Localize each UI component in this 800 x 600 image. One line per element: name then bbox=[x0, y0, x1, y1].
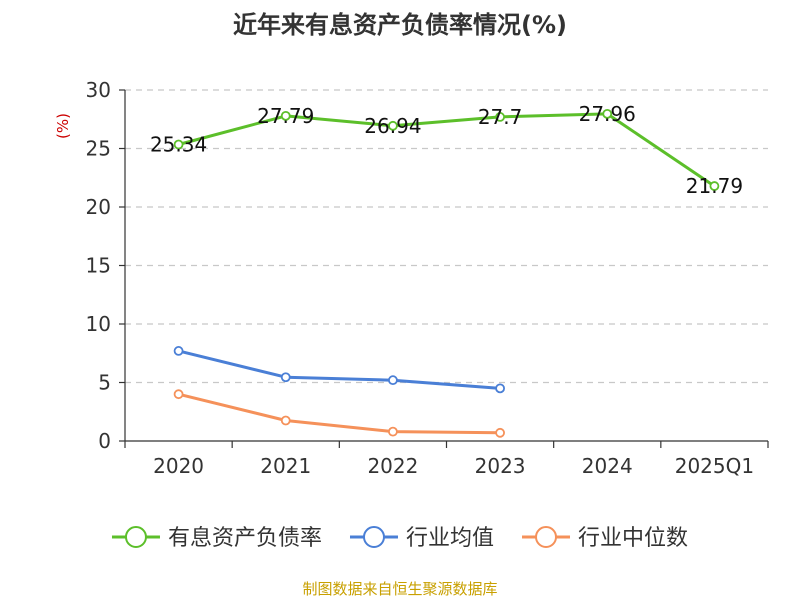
chart-title: 近年来有息资产负债率情况(%) bbox=[233, 11, 567, 39]
y-tick-label: 5 bbox=[98, 371, 111, 395]
x-tick-label: 2020 bbox=[153, 454, 204, 478]
y-tick-label: 25 bbox=[86, 137, 111, 161]
data-point bbox=[602, 108, 613, 119]
legend-marker bbox=[362, 526, 385, 548]
data-point bbox=[173, 389, 184, 400]
data-label: 21.79 bbox=[686, 174, 743, 198]
data-labels: 25.34 27.79 26.94 27.7 27.96 21.79 bbox=[150, 102, 743, 198]
x-tick-label: 2021 bbox=[260, 454, 311, 478]
gridlines bbox=[125, 89, 768, 384]
x-tick-labels: 2020 2021 2022 2023 2024 2025Q1 bbox=[153, 454, 754, 478]
x-tick-label: 2024 bbox=[582, 454, 633, 478]
data-point bbox=[709, 181, 720, 191]
legend-item: 行业均值 bbox=[349, 526, 494, 551]
data-label: 27.7 bbox=[478, 105, 523, 129]
y-tick-label: 20 bbox=[86, 195, 111, 219]
data-point bbox=[280, 110, 291, 121]
data-point bbox=[495, 112, 505, 122]
series-line bbox=[178, 112, 716, 188]
y-tick-labels: 0 5 10 15 20 25 30 bbox=[86, 78, 111, 453]
data-point bbox=[388, 426, 398, 437]
data-point bbox=[495, 427, 505, 438]
y-tick-label: 10 bbox=[86, 312, 111, 336]
x-tick-label: 2025Q1 bbox=[675, 454, 754, 478]
data-label: 27.79 bbox=[257, 104, 314, 128]
data-point bbox=[495, 383, 505, 394]
series-line bbox=[178, 349, 501, 390]
series-group bbox=[173, 108, 720, 438]
y-axis-unit: (%) bbox=[54, 113, 72, 139]
data-point bbox=[388, 120, 398, 131]
data-label: 26.94 bbox=[364, 114, 421, 138]
series-line bbox=[178, 392, 501, 435]
data-point bbox=[280, 415, 291, 426]
data-point bbox=[173, 346, 184, 356]
data-point bbox=[173, 139, 184, 150]
legend-item: 行业中位数 bbox=[522, 526, 688, 551]
legend-marker bbox=[535, 526, 558, 548]
data-label: 27.96 bbox=[579, 102, 636, 126]
legend-label: 行业均值 bbox=[406, 526, 494, 551]
legend-label: 有息资产负债率 bbox=[168, 526, 322, 551]
data-point bbox=[280, 372, 291, 383]
data-label: 25.34 bbox=[150, 133, 207, 157]
axes bbox=[119, 89, 769, 448]
y-tick-label: 0 bbox=[98, 429, 111, 453]
legend-marker bbox=[124, 526, 147, 548]
x-tick-label: 2023 bbox=[475, 454, 526, 478]
legend: 有息资产负债率 行业均值 行业中位数 bbox=[111, 526, 688, 551]
x-tick-label: 2022 bbox=[367, 454, 418, 478]
y-tick-label: 30 bbox=[86, 78, 111, 102]
data-point bbox=[388, 375, 398, 386]
source-note: 制图数据来自恒生聚源数据库 bbox=[302, 580, 497, 598]
y-tick-label: 15 bbox=[86, 254, 111, 278]
legend-item: 有息资产负债率 bbox=[111, 526, 322, 551]
legend-label: 行业中位数 bbox=[578, 526, 688, 551]
